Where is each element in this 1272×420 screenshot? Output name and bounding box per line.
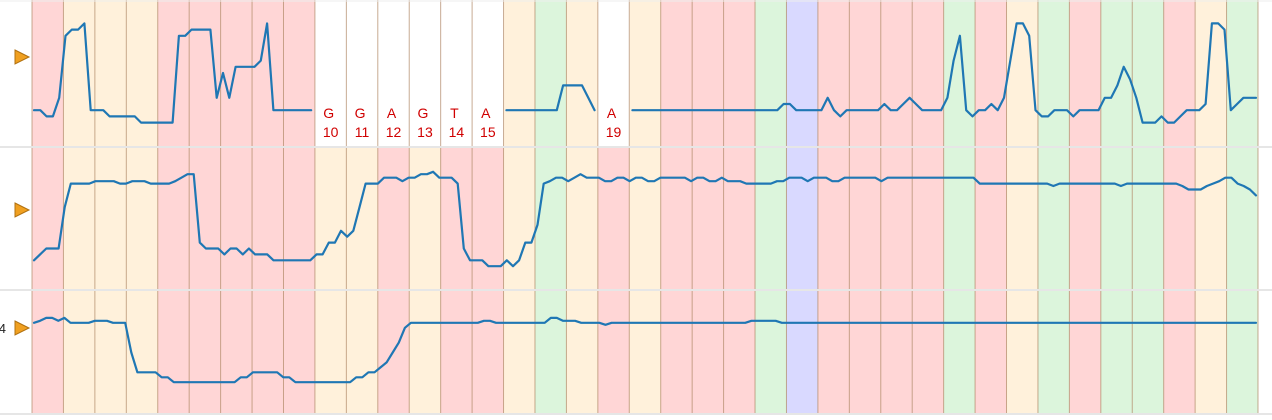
masked-column xyxy=(346,0,379,146)
base-labels: G 10 G 11 A 12 G 13 T 14 A 15 A 19 xyxy=(323,105,622,140)
trace-line-1 xyxy=(32,22,313,124)
base-letter-label: A xyxy=(387,105,397,121)
base-band-A xyxy=(189,0,221,414)
base-band-A xyxy=(157,0,190,414)
base-band-A xyxy=(1069,0,1101,414)
base-position-label: 19 xyxy=(606,124,622,140)
base-letter-label: G xyxy=(418,105,429,121)
base-position-label: 13 xyxy=(417,124,433,140)
base-band-A xyxy=(723,0,756,414)
base-position-label: 10 xyxy=(323,124,339,140)
base-band-A xyxy=(32,0,64,414)
base-band-G xyxy=(1006,0,1038,414)
trace-line-1 xyxy=(505,84,596,112)
base-band-G xyxy=(126,0,158,414)
base-band-G xyxy=(629,0,661,414)
base-band-A xyxy=(1163,0,1196,414)
base-position-label: 15 xyxy=(480,124,496,140)
trace-lines xyxy=(32,22,1258,384)
masked-column xyxy=(314,0,347,146)
row-marker-triangle xyxy=(14,320,31,336)
base-position-label: 11 xyxy=(355,124,370,140)
base-band-A xyxy=(692,0,724,414)
base-band-A xyxy=(660,0,693,414)
base-band-A xyxy=(880,0,913,414)
base-band-A xyxy=(283,0,315,414)
masked-column xyxy=(409,0,442,146)
masked-column xyxy=(440,0,473,146)
base-letter-label: G xyxy=(355,105,366,121)
base-band-C xyxy=(755,0,787,414)
base-letter-label: T xyxy=(450,105,459,121)
base-band-C xyxy=(1100,0,1133,414)
base-band-A xyxy=(975,0,1007,414)
base-position-label: 14 xyxy=(449,124,465,140)
row-markers: 4 xyxy=(0,49,31,336)
masked-column xyxy=(377,0,410,146)
base-band-A xyxy=(817,0,850,414)
base-color-bands xyxy=(32,0,1258,414)
base-band-G xyxy=(503,0,535,414)
row-marker-triangle xyxy=(14,49,31,65)
base-band-A xyxy=(912,0,944,414)
base-letter-label: A xyxy=(607,105,617,121)
base-band-G xyxy=(1195,0,1227,414)
base-band-A xyxy=(252,0,284,414)
base-band-A xyxy=(849,0,881,414)
base-band-G xyxy=(94,0,127,414)
masked-column xyxy=(472,0,505,146)
base-position-label: 12 xyxy=(386,124,402,140)
trace-line-2 xyxy=(32,170,1258,268)
base-letter-label: G xyxy=(323,105,334,121)
base-band-C xyxy=(1132,0,1164,414)
base-band-C xyxy=(1037,0,1070,414)
trace-line-3 xyxy=(32,316,1258,384)
row-marker-label: 4 xyxy=(0,321,6,336)
base-band-G xyxy=(566,0,598,414)
row-marker-triangle xyxy=(14,202,31,218)
column-dividers xyxy=(31,0,1259,414)
base-band-N xyxy=(786,0,818,414)
masked-regions xyxy=(314,0,630,146)
base-band-C xyxy=(943,0,976,414)
masked-column xyxy=(597,0,630,146)
base-band-G xyxy=(63,0,95,414)
trace-line-1 xyxy=(631,22,1258,124)
base-letter-label: A xyxy=(481,105,491,121)
base-band-C xyxy=(1226,0,1258,414)
base-band-A xyxy=(220,0,253,414)
